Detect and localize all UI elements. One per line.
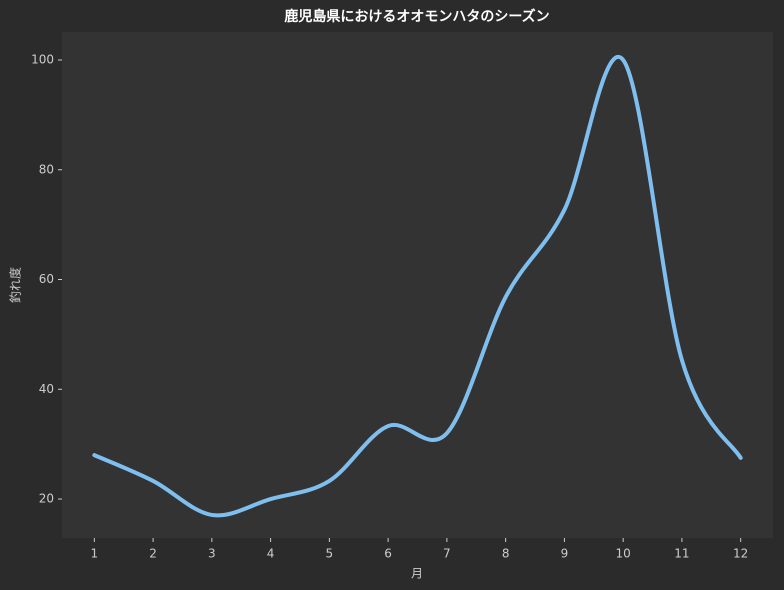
y-tick-label: 20	[39, 492, 54, 506]
x-tick-label: 3	[208, 547, 216, 561]
x-tick-label: 4	[267, 547, 275, 561]
x-tick-label: 11	[674, 547, 689, 561]
x-tick-label: 10	[616, 547, 631, 561]
x-tick-label: 1	[90, 547, 98, 561]
x-tick-label: 9	[561, 547, 569, 561]
x-tick-label: 7	[443, 547, 451, 561]
y-tick-label: 60	[39, 272, 54, 286]
y-tick-label: 40	[39, 382, 54, 396]
data-line	[92, 55, 743, 518]
y-tick-label: 80	[39, 162, 54, 176]
x-tick-label: 5	[326, 547, 334, 561]
x-tick-label: 8	[502, 547, 510, 561]
x-axis-label: 月	[411, 567, 423, 581]
x-tick-label: 6	[384, 547, 392, 561]
x-tick-label: 2	[149, 547, 157, 561]
y-axis-label: 釣れ度	[8, 267, 23, 303]
x-tick-label: 12	[733, 547, 748, 561]
y-tick-label: 100	[31, 52, 54, 66]
plot-area	[62, 32, 773, 538]
chart-title: 鹿児島県におけるオオモンハタのシーズン	[283, 8, 549, 25]
